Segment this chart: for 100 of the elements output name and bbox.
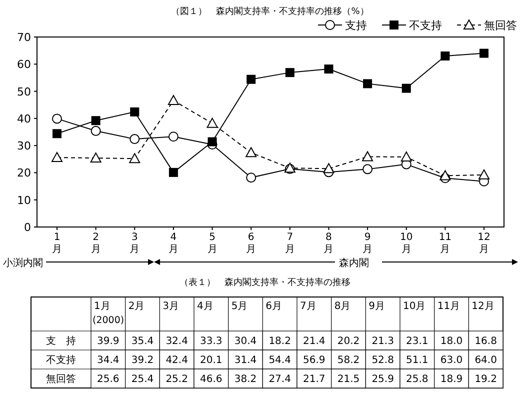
data-label: 30.4 [234, 336, 257, 347]
data-label: 25.4 [131, 374, 154, 385]
x-tick-label: 8月 [324, 232, 334, 255]
point [130, 107, 140, 116]
point [324, 64, 334, 74]
legend-label: 支持 [345, 19, 367, 32]
point [168, 95, 179, 106]
point [90, 152, 102, 163]
legend-label: 無回答 [484, 19, 517, 32]
point [90, 126, 101, 136]
data-label: 58.2 [337, 355, 360, 366]
data-label: 25.2 [166, 374, 188, 385]
text: 小渕内閣 [3, 257, 43, 269]
point [400, 151, 412, 162]
x-tick-label: 5月 [207, 232, 218, 255]
data-label: 25.6 [97, 374, 120, 385]
x-tick-label: 11月 [438, 232, 452, 255]
point [246, 172, 256, 183]
data-label: 20.2 [337, 336, 360, 347]
data-label: 25.9 [372, 374, 394, 385]
point [362, 164, 373, 174]
point [208, 137, 217, 146]
point [440, 52, 450, 60]
x-tick-label: 4月 [197, 301, 214, 312]
data-label: 21.7 [303, 374, 326, 385]
y-tick-label: 30 [17, 140, 31, 153]
point [206, 118, 218, 128]
x-tick-label: 12月 [472, 301, 494, 312]
y-tick-label: 0 [24, 221, 31, 234]
point [480, 48, 488, 58]
data-label: 31.4 [234, 355, 257, 366]
data-label: 21.3 [372, 336, 394, 347]
x-tick-label: 12月 [478, 232, 490, 255]
x-tick-label: 1月 [94, 301, 110, 312]
point [52, 114, 62, 124]
point [323, 163, 334, 174]
point [129, 153, 140, 164]
data-label: 42.4 [166, 355, 188, 366]
point [52, 152, 62, 162]
x-tick-label: 10月 [400, 232, 413, 255]
point [168, 168, 178, 177]
chart-title: （表１） 森内閣支持率・不支持率の推移 [180, 277, 350, 288]
point [440, 170, 451, 180]
y-tick-label: 支 持 [46, 335, 76, 347]
data-label: 39.9 [97, 336, 120, 347]
data-label: 21.5 [337, 374, 360, 385]
point [478, 169, 490, 180]
data-label: 21.4 [303, 336, 326, 347]
point [363, 79, 372, 88]
x-tick-label: 5月 [231, 301, 248, 312]
x-tick-label: 11月 [437, 301, 460, 312]
data-label: 35.4 [131, 336, 154, 347]
x-tick-label: 2月 [90, 232, 101, 255]
point [52, 129, 62, 138]
point [285, 68, 294, 78]
y-tick-label: 50 [17, 85, 31, 98]
point [362, 151, 374, 162]
y-tick-label: 無回答 [46, 373, 76, 385]
point [91, 116, 100, 126]
y-tick-label: 不支持 [46, 354, 76, 366]
point [168, 132, 178, 142]
y-tick-label: 60 [17, 58, 31, 72]
text: 森内閣 [339, 257, 369, 269]
x-tick-label: 8月 [334, 301, 351, 312]
data-label: 46.6 [200, 374, 222, 385]
legend-label: 不支持 [409, 19, 442, 32]
data-label: 51.1 [406, 355, 428, 366]
data-label: 63.0 [440, 355, 463, 366]
data-label: 25.8 [406, 374, 428, 385]
data-label: 39.2 [131, 355, 154, 366]
x-tick-label: 9月 [362, 232, 373, 255]
point [246, 74, 256, 84]
x-tick-label: 7月 [300, 301, 316, 312]
data-label: 33.3 [200, 336, 222, 347]
x-tick-label: 1月 [52, 232, 62, 255]
x-tick-label: 6月 [266, 301, 282, 312]
point [402, 84, 411, 93]
data-label: 38.2 [234, 374, 257, 385]
data-label: 27.4 [268, 374, 291, 385]
chart-title: （図１） 森内閣支持率・不支持率の推移（%） [171, 6, 369, 17]
text: (2000) [92, 315, 124, 326]
point [246, 147, 257, 158]
x-tick-label: 2月 [128, 301, 145, 312]
data-label: 18.9 [440, 374, 463, 385]
data-label: 19.2 [474, 374, 497, 385]
data-label: 64.0 [474, 355, 497, 366]
data-label: 23.1 [406, 336, 428, 347]
x-tick-label: 9月 [368, 301, 386, 312]
y-tick-label: 20 [17, 166, 31, 180]
y-tick-label: 40 [17, 112, 31, 126]
data-label: 54.4 [268, 355, 291, 366]
data-label: 34.4 [97, 355, 120, 366]
data-label: 18.0 [440, 336, 463, 347]
data-label: 56.9 [303, 355, 326, 366]
x-tick-label: 4月 [168, 232, 178, 255]
x-tick-label: 3月 [162, 301, 180, 312]
x-tick-label: 7月 [284, 232, 295, 255]
data-label: 32.4 [166, 336, 188, 347]
y-tick-label: 10 [17, 194, 31, 207]
x-tick-label: 6月 [246, 232, 256, 255]
